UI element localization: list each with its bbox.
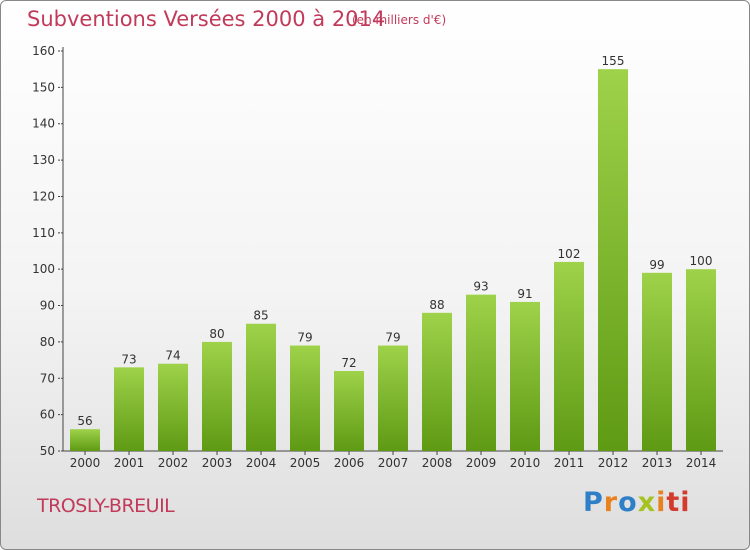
bar-2009 — [466, 294, 496, 451]
x-tick-label: 2011 — [554, 456, 585, 470]
bar-2001 — [114, 367, 144, 451]
bar-2006 — [334, 371, 364, 451]
data-label-2008: 88 — [429, 298, 444, 312]
bar-2005 — [290, 345, 320, 451]
data-label-2011: 102 — [558, 247, 581, 261]
bar-2003 — [202, 341, 232, 451]
bar-2002 — [158, 363, 188, 451]
y-tick-label: 130 — [32, 153, 55, 167]
y-tick-label: 110 — [32, 226, 55, 240]
x-tick-label: 2005 — [290, 456, 321, 470]
bar-2010 — [510, 301, 540, 451]
y-tick-label: 160 — [32, 44, 55, 58]
y-tick-label: 140 — [32, 117, 55, 131]
bar-2008 — [422, 312, 452, 451]
x-tick-label: 2006 — [334, 456, 365, 470]
data-label-2005: 79 — [297, 331, 312, 345]
chart-subtitle: (en milliers d'€) — [352, 13, 447, 27]
y-tick-label: 80 — [40, 335, 55, 349]
x-tick-label: 2002 — [158, 456, 189, 470]
proxiti-logo[interactable]: Proxiti — [583, 487, 691, 518]
y-tick-label: 150 — [32, 80, 55, 94]
chart-title: Subventions Versées 2000 à 2014 — [27, 7, 386, 31]
y-tick-label: 60 — [40, 408, 55, 422]
y-tick-label: 100 — [32, 262, 55, 276]
data-label-2007: 79 — [385, 331, 400, 345]
data-label-2012: 155 — [602, 54, 625, 68]
x-tick-label: 2013 — [642, 456, 673, 470]
x-tick-label: 2000 — [70, 456, 101, 470]
x-tick-label: 2004 — [246, 456, 277, 470]
data-label-2000: 56 — [77, 414, 92, 428]
bar-2007 — [378, 345, 408, 451]
town-name: TROSLY-BREUIL — [37, 495, 175, 517]
y-tick-label: 120 — [32, 189, 55, 203]
x-tick-label: 2010 — [510, 456, 541, 470]
data-label-2014: 100 — [690, 254, 713, 268]
x-tick-label: 2007 — [378, 456, 409, 470]
data-label-2006: 72 — [341, 356, 356, 370]
x-tick-label: 2009 — [466, 456, 497, 470]
x-tick-label: 2012 — [598, 456, 629, 470]
data-label-2013: 99 — [649, 258, 664, 272]
x-tick-label: 2001 — [114, 456, 145, 470]
bar-2004 — [246, 323, 276, 451]
bar-2014 — [686, 269, 716, 451]
data-label-2002: 74 — [165, 349, 180, 363]
data-label-2009: 93 — [473, 280, 488, 294]
y-tick-label: 50 — [40, 444, 55, 458]
bar-2011 — [554, 261, 584, 451]
bar-2000 — [70, 429, 100, 451]
data-label-2004: 85 — [253, 309, 268, 323]
bar-2013 — [642, 272, 672, 451]
x-tick-label: 2014 — [686, 456, 717, 470]
data-label-2003: 80 — [209, 327, 224, 341]
y-tick-label: 90 — [40, 299, 55, 313]
data-label-2001: 73 — [121, 352, 136, 366]
x-tick-label: 2003 — [202, 456, 233, 470]
data-label-2010: 91 — [517, 287, 532, 301]
x-tick-label: 2008 — [422, 456, 453, 470]
bar-2012 — [598, 69, 628, 451]
y-tick-label: 70 — [40, 371, 55, 385]
